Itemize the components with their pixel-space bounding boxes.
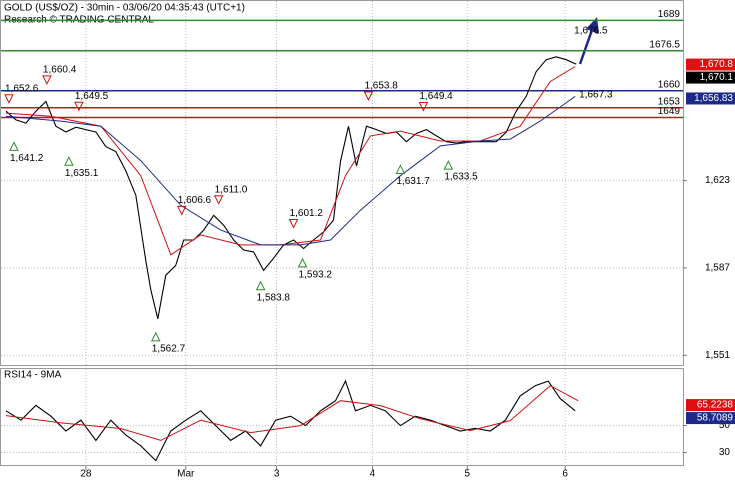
up-marker <box>150 331 161 342</box>
price-badge-label: 65.2238 <box>697 400 734 411</box>
down-marker <box>288 218 299 229</box>
price-badge <box>686 92 735 105</box>
forecast-arrow <box>578 29 594 65</box>
level-label: 1653 <box>658 96 681 107</box>
annotation-label: 1,653.8 <box>364 80 398 91</box>
x-tick-label: 4 <box>370 469 376 480</box>
annotation-label: 1,667.3 <box>579 90 613 101</box>
price-badge-label: 1,670.8 <box>700 59 734 70</box>
x-tick-label: 5 <box>465 469 471 480</box>
level-label: 1689 <box>658 9 681 20</box>
price-badge <box>686 58 735 71</box>
rsi-title: RSI14 - 9MA <box>4 370 62 381</box>
y-tick-label: 1,587 <box>705 263 730 274</box>
annotation-label: 1,676.5 <box>574 25 608 36</box>
down-marker <box>418 102 429 112</box>
annotation-label: 1,593.2 <box>299 270 333 281</box>
annotation-label: 1,601.2 <box>290 208 324 219</box>
y-tick-label: 1,551 <box>705 350 730 361</box>
price-badge <box>686 412 735 425</box>
up-marker <box>297 257 308 268</box>
x-tick-label: 6 <box>562 469 568 480</box>
annotation-label: 1,583.8 <box>257 292 291 303</box>
y-tick-label: 50 <box>719 420 731 431</box>
series-line <box>5 379 576 462</box>
price-badge <box>686 399 735 412</box>
down-marker <box>363 91 374 101</box>
annotation-label: 1,606.6 <box>178 195 212 206</box>
annotation-label: 1,649.4 <box>419 91 453 102</box>
series-line <box>5 66 576 256</box>
x-tick-label: Mar <box>177 469 195 480</box>
price-panel <box>0 0 684 366</box>
rsi-panel <box>0 368 684 466</box>
up-marker <box>9 141 19 151</box>
up-marker <box>64 156 74 166</box>
price-badge <box>686 71 735 84</box>
down-marker <box>74 101 84 112</box>
annotation-label: 1,633.5 <box>444 172 478 183</box>
level-label: 1676.5 <box>649 39 680 50</box>
x-tick-label: 3 <box>274 469 280 480</box>
price-badge-label: 1,656.83 <box>694 93 733 104</box>
down-marker <box>42 75 52 85</box>
annotation-label: 1,649.5 <box>75 91 109 102</box>
down-marker <box>4 94 14 104</box>
annotation-label: 1,641.2 <box>10 153 44 164</box>
level-label: 1649 <box>658 106 681 117</box>
down-marker <box>176 205 187 216</box>
down-marker <box>213 195 224 205</box>
series-line <box>5 95 576 246</box>
level-label: 1660 <box>658 79 681 90</box>
annotation-label: 1,631.7 <box>396 176 430 187</box>
y-tick-label: 1,623 <box>705 175 730 186</box>
annotation-label: 1,660.4 <box>43 64 77 75</box>
series-line <box>5 385 579 441</box>
up-marker <box>255 280 266 291</box>
annotation-label: 1,652.6 <box>5 83 39 94</box>
annotation-label: 1,562.7 <box>152 344 186 355</box>
y-tick-label: 30 <box>719 447 731 458</box>
price-badge-label: 58.7089 <box>697 413 734 424</box>
annotation-label: 1,635.1 <box>65 168 99 179</box>
arrow-head <box>586 17 599 34</box>
up-marker <box>395 164 406 174</box>
x-tick-label: 28 <box>80 469 92 480</box>
chart-title: GOLD (US$/OZ) - 30min - 03/06/20 04:35:4… <box>4 3 245 14</box>
price-badge-label: 1,670.1 <box>700 72 734 83</box>
up-marker <box>443 159 454 170</box>
annotation-label: 1,611.0 <box>215 184 248 195</box>
